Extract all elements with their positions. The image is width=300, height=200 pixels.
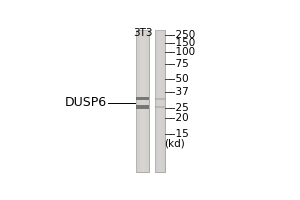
Text: --20: --20 — [169, 113, 190, 123]
Text: --37: --37 — [169, 87, 190, 97]
Bar — [155, 98, 165, 100]
Bar — [155, 30, 165, 172]
Text: --100: --100 — [169, 47, 196, 57]
Text: --75: --75 — [169, 59, 190, 69]
Text: --25: --25 — [169, 103, 190, 113]
Text: DUSP6: DUSP6 — [65, 96, 107, 109]
Bar — [136, 30, 149, 172]
Text: --50: --50 — [169, 74, 190, 84]
Bar — [136, 105, 149, 109]
Bar — [155, 30, 165, 172]
Bar — [136, 97, 149, 100]
Bar — [136, 30, 149, 172]
Text: (kd): (kd) — [164, 138, 185, 148]
Bar — [155, 106, 165, 108]
Text: --250: --250 — [169, 30, 196, 40]
Text: 3T3: 3T3 — [133, 28, 152, 38]
Text: --15: --15 — [169, 129, 190, 139]
Text: --150: --150 — [169, 38, 196, 48]
